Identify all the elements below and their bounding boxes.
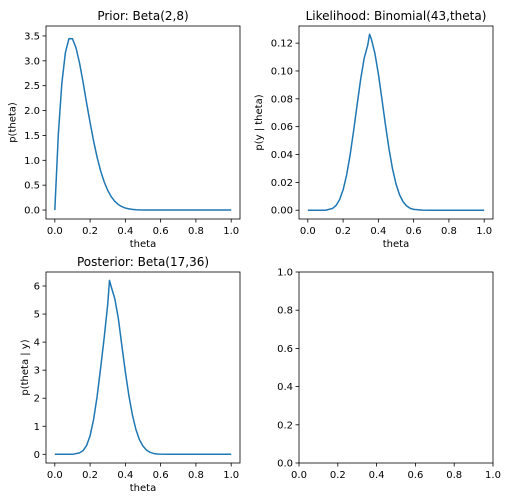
y-tick-label: 6 bbox=[34, 282, 40, 293]
x-tick-label: 1.0 bbox=[223, 226, 239, 237]
y-tick-label: 1.0 bbox=[24, 156, 40, 167]
x-tick-label: 0.8 bbox=[188, 226, 204, 237]
y-tick-label: 2.5 bbox=[24, 81, 40, 92]
y-tick-label: 0.12 bbox=[271, 39, 293, 50]
y-tick-label: 0.10 bbox=[271, 66, 293, 77]
x-tick-label: 0.2 bbox=[82, 470, 98, 481]
subplot-4: 0.0 0.2 0.4 0.6 0.8 1.0 0.0 0.2 0.4 0.6 0.8 1.0 bbox=[277, 268, 501, 482]
y-tick-label: 0.0 bbox=[277, 459, 293, 470]
subplot-2: 0.0 0.2 0.4 0.6 0.8 1.0 0.00 0.02 0.04 0.06 0.08 0.… bbox=[254, 9, 494, 250]
y-tick-label: 0.4 bbox=[277, 382, 293, 393]
x-tick-label: 0.6 bbox=[153, 226, 169, 237]
y-tick-label: 0.02 bbox=[271, 178, 293, 189]
x-axis-label: theta bbox=[130, 239, 156, 250]
y-tick-label: 1.5 bbox=[24, 131, 40, 142]
x-tick-label: 0.0 bbox=[47, 470, 63, 481]
y-tick-label: 4 bbox=[34, 338, 40, 349]
x-tick-label: 1.0 bbox=[485, 470, 501, 481]
y-tick-label: 0.8 bbox=[277, 306, 293, 317]
y-tick-label: 0 bbox=[34, 450, 40, 461]
y-tick-label: 1.0 bbox=[277, 268, 293, 279]
x-tick-label: 0.0 bbox=[47, 226, 63, 237]
x-tick-label: 0.6 bbox=[406, 226, 422, 237]
x-tick-label: 0.4 bbox=[117, 470, 133, 481]
x-tick-label: 0.4 bbox=[369, 470, 385, 481]
x-axis-label: theta bbox=[383, 239, 409, 250]
subplot-title: Likelihood: Binomial(43,theta) bbox=[306, 9, 487, 23]
x-tick-label: 1.0 bbox=[476, 226, 492, 237]
y-axis-label: p(theta | y) bbox=[20, 339, 31, 395]
axes-frame bbox=[45, 25, 241, 220]
y-tick-label: 0.06 bbox=[271, 122, 293, 133]
x-tick-label: 0.4 bbox=[117, 226, 133, 237]
x-tick-label: 0.8 bbox=[441, 226, 457, 237]
series-line-1 bbox=[54, 279, 232, 456]
x-tick-label: 0.0 bbox=[291, 470, 307, 481]
x-tick-label: 0.4 bbox=[370, 226, 386, 237]
x-tick-label: 0.8 bbox=[188, 470, 204, 481]
x-tick-label: 0.2 bbox=[330, 470, 346, 481]
x-tick-label: 0.6 bbox=[407, 470, 423, 481]
y-tick-label: 1 bbox=[34, 422, 40, 433]
y-tick-label: 0.5 bbox=[24, 181, 40, 192]
subplot-title: Prior: Beta(2,8) bbox=[97, 9, 188, 23]
subplot-3: 0.0 0.2 0.4 0.6 0.8 1.0 0 1 2 3 4 5 6 Posterior: Beta… bbox=[20, 255, 241, 494]
y-tick-label: 0.6 bbox=[277, 344, 293, 355]
axes-frame bbox=[298, 271, 494, 464]
y-axis-label: p(y | theta) bbox=[254, 94, 265, 150]
y-tick-label: 0.00 bbox=[271, 206, 293, 217]
axes-frame bbox=[298, 25, 494, 220]
x-axis-label: theta bbox=[130, 483, 156, 494]
y-tick-label: 2.0 bbox=[24, 106, 40, 117]
y-tick-label: 3.5 bbox=[24, 31, 40, 42]
x-tick-label: 0.2 bbox=[335, 226, 351, 237]
y-tick-label: 3 bbox=[34, 366, 40, 377]
subplot-1: 0.0 0.2 0.4 0.6 0.8 1.0 0.0 0.5 1.0 1.5 2.0 2.5 3.0 3… bbox=[7, 9, 241, 250]
y-tick-label: 0.0 bbox=[24, 206, 40, 217]
y-tick-label: 0.08 bbox=[271, 94, 293, 105]
axes-frame bbox=[45, 271, 241, 464]
x-tick-label: 1.0 bbox=[223, 470, 239, 481]
y-tick-label: 5 bbox=[34, 310, 40, 321]
x-tick-label: 0.6 bbox=[153, 470, 169, 481]
y-tick-label: 0.2 bbox=[277, 420, 293, 431]
y-tick-label: 2 bbox=[34, 394, 40, 405]
x-tick-label: 0.0 bbox=[300, 226, 316, 237]
y-axis-label: p(theta) bbox=[7, 102, 18, 143]
y-tick-label: 3.0 bbox=[24, 56, 40, 67]
y-tick-label: 0.04 bbox=[271, 150, 293, 161]
series-line-1 bbox=[307, 33, 485, 211]
series-line-1 bbox=[54, 37, 232, 211]
subplot-title: Posterior: Beta(17,36) bbox=[77, 255, 209, 269]
x-tick-label: 0.2 bbox=[82, 226, 98, 237]
x-tick-label: 0.8 bbox=[446, 470, 462, 481]
